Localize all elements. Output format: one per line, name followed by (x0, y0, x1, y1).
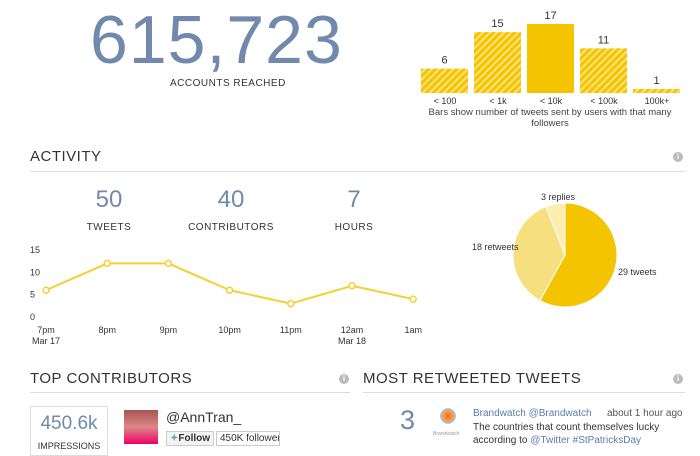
accounts-reached-value: 615,723 (90, 2, 343, 78)
stat-value: 40 (217, 186, 245, 213)
stat-value: 7 (347, 186, 361, 213)
followers-bar-chart: 6 15 17 11 1 < 100 < 1k < 10k < 100k 100k+ Bars … (415, 0, 685, 135)
x-tick-label: 7pm (37, 325, 55, 335)
bar[interactable] (633, 88, 680, 93)
bar[interactable] (580, 48, 627, 93)
divider (30, 171, 685, 172)
data-point[interactable] (348, 281, 356, 290)
pie-label: 18 retweets (472, 242, 519, 252)
y-tick-label: 0 (30, 312, 35, 322)
x-tick-label: 10pm (218, 325, 241, 335)
impressions-label: IMPRESSIONS (37, 441, 101, 451)
info-icon[interactable]: i (673, 152, 683, 162)
data-point[interactable] (164, 259, 173, 268)
stat-hours: 7 HOURS (309, 186, 399, 233)
activity-line (45, 262, 414, 305)
tweet-text-2: according to @Twitter #StPatricksDay (473, 435, 641, 446)
stat-tweets: 50 TWEETS (64, 186, 154, 233)
x-tick-sublabel: Mar 17 (32, 336, 60, 346)
follow-label: Follow (178, 433, 211, 444)
tweet-time[interactable]: about 1 hour ago (607, 408, 683, 419)
x-tick-sublabel: Mar 18 (338, 336, 366, 346)
stat-value: 50 (95, 186, 123, 213)
stat-label: CONTRIBUTORS (188, 222, 274, 233)
data-point[interactable] (287, 299, 295, 308)
x-tick-label: 11pm (280, 325, 302, 335)
stat-label: TWEETS (86, 222, 132, 233)
y-tick-label: 15 (30, 245, 40, 255)
y-tick-label: 10 (30, 267, 40, 277)
pie-slice[interactable] (512, 206, 566, 302)
bar-category-label: < 100 (433, 96, 457, 106)
pie-slice[interactable] (545, 202, 566, 256)
info-icon[interactable]: i (339, 374, 349, 384)
retweet-count: 3 (400, 405, 416, 435)
accounts-reached-label: ACCOUNTS REACHED (170, 78, 286, 89)
bar-value-label: 17 (544, 10, 556, 22)
twitter-bird-icon: ✦ (170, 433, 179, 444)
avatar[interactable] (124, 410, 158, 444)
contributor-handle[interactable]: @AnnTran_ (166, 409, 242, 425)
pie-label: 3 replies (541, 192, 576, 202)
divider (30, 392, 350, 393)
x-tick-label: 9pm (160, 325, 178, 335)
divider (363, 392, 685, 393)
data-point[interactable] (42, 286, 50, 294)
data-point[interactable] (409, 295, 417, 303)
bar-category-label: < 10k (539, 96, 563, 106)
pie-slice[interactable] (539, 202, 618, 308)
bar[interactable] (474, 32, 521, 93)
bar-chart-caption: Bars show number of tweets sent by users… (428, 107, 672, 129)
brandwatch-logo-icon (440, 408, 456, 424)
tweet-author[interactable]: Brandwatch @Brandwatch (473, 408, 592, 419)
hashtag-link[interactable]: #StPatricksDay (572, 435, 642, 446)
data-point[interactable] (103, 259, 111, 268)
activity-title: ACTIVITY (30, 148, 102, 165)
bar-value-label: 6 (441, 55, 447, 67)
bar-value-label: 11 (598, 34, 609, 46)
logo-caption: Brandwatch (433, 431, 460, 437)
impressions-value: 450.6k (40, 413, 98, 434)
most-retweeted-title: MOST RETWEETED TWEETS (363, 370, 582, 387)
pie-label: 29 tweets (618, 267, 657, 277)
tweet-text: The countries that count themselves luck… (473, 422, 660, 433)
bar-value-label: 15 (491, 18, 503, 30)
impressions-box: 450.6k IMPRESSIONS (30, 406, 108, 456)
x-tick-label: 1am (404, 325, 422, 335)
info-icon[interactable]: i (673, 374, 683, 384)
top-contributors-title: TOP CONTRIBUTORS (30, 370, 193, 387)
bar-value-label: 1 (653, 75, 659, 87)
stat-label: HOURS (334, 222, 374, 233)
bar-category-label: 100k+ (644, 96, 670, 106)
data-point[interactable] (225, 286, 234, 294)
bar[interactable] (421, 68, 468, 93)
bar-category-label: < 1k (489, 96, 507, 106)
bar-category-label: < 100k (590, 96, 618, 106)
bar[interactable] (527, 24, 574, 93)
tweet-text-part: according to (473, 435, 531, 446)
x-tick-label: 12am (341, 325, 364, 335)
mention-link[interactable]: @Twitter (530, 435, 570, 446)
x-tick-label: 8pm (98, 325, 116, 335)
stat-contributors: 40 CONTRIBUTORS (186, 186, 276, 233)
y-tick-label: 5 (30, 290, 35, 300)
tweet-type-pie-chart: 29 tweets 18 retweets 3 replies (472, 192, 657, 308)
